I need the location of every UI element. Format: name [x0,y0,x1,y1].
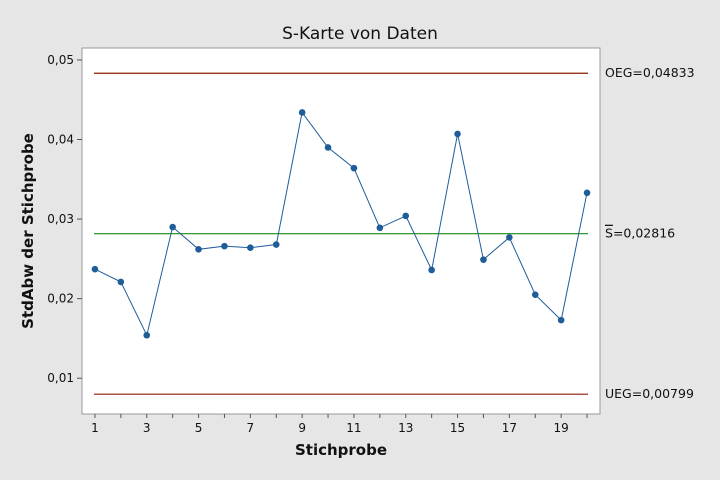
center-line-value: =0,02816 [613,226,675,241]
data-point [531,291,539,298]
data-point [583,189,591,197]
y-tick-label: 0,02 [47,292,74,306]
data-point [298,109,306,116]
y-tick-label: 0,03 [47,212,74,226]
plot-area [81,47,601,415]
series-s-values [91,109,591,339]
data-point [169,223,176,231]
data-point [350,164,358,172]
x-tick-label: 9 [298,421,306,435]
data-point [506,234,513,241]
x-tick-label: 3 [143,421,151,435]
data-point [143,331,151,339]
y-tick-label: 0,05 [47,53,74,67]
center-line-symbol: S [605,226,613,241]
x-axis: 1 3 5 7 9 11 13 15 17 19 [91,414,588,435]
data-point [247,244,254,252]
data-point [117,278,125,286]
x-tick-label: 1 [91,421,99,435]
data-point [480,256,487,263]
data-point [402,212,410,220]
lower-control-limit-label: UEG=0,00799 [605,386,694,401]
center-line-label: S=0,02816 [605,226,675,241]
x-tick-label: 5 [195,421,203,435]
data-point [376,224,384,232]
y-tick-label: 0,01 [47,371,74,385]
data-point [454,130,461,138]
x-tick-label: 7 [247,421,255,435]
x-tick-label: 17 [502,421,517,435]
data-point [324,144,332,151]
data-point [428,266,435,274]
y-tick-label: 0,04 [47,133,74,147]
data-point [221,242,228,250]
control-limits: OEG=0,04833 S=0,02816 UEG=0,00799 [94,65,695,401]
x-axis-label: Stichprobe [295,441,387,459]
y-axis: 0,01 0,02 0,03 0,04 0,05 [47,53,82,385]
chart-title: S-Karte von Daten [282,24,438,44]
x-tick-label: 15 [450,421,465,435]
x-tick-label: 11 [346,421,361,435]
data-point [272,241,280,248]
series-line [94,111,588,337]
data-point [91,265,99,273]
x-tick-label: 13 [398,421,413,435]
y-axis-label: StdAbw der Stichprobe [19,133,37,329]
data-point [557,316,565,324]
x-tick-label: 19 [554,421,569,435]
data-point [195,246,202,253]
upper-control-limit-label: OEG=0,04833 [605,65,695,80]
